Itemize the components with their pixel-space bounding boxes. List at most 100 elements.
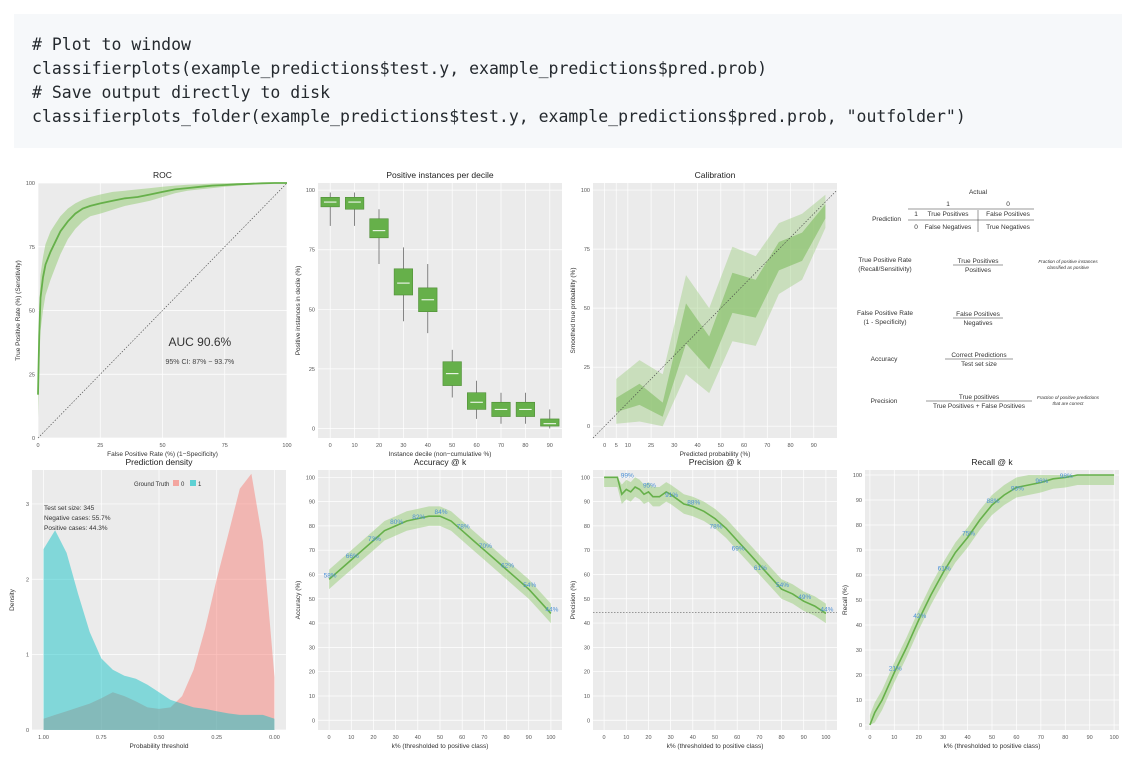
x-axis-label: k% (thresholded to positive class) — [944, 743, 1041, 750]
y-tick-label: 50 — [29, 309, 35, 315]
calibration-inner-band — [616, 204, 826, 417]
y-tick-label: 50 — [856, 598, 862, 604]
y-tick-label: 10 — [309, 694, 315, 700]
point-label: 80% — [390, 519, 403, 526]
y-tick-label: 90 — [309, 500, 315, 506]
point-label: 93% — [1011, 486, 1024, 493]
diagonal-reference-line — [37, 182, 288, 439]
chart-title: Precision @ k — [689, 457, 742, 467]
x-tick-label: 100 — [546, 735, 555, 741]
box — [540, 418, 560, 427]
chart-title: Calibration — [695, 170, 736, 180]
x-tick-label: 90 — [1087, 735, 1093, 741]
y-tick-label: 70 — [584, 548, 590, 554]
point-label: 75% — [962, 531, 975, 538]
y-tick-label: 60 — [584, 572, 590, 578]
y-tick-label: 25 — [29, 372, 35, 378]
y-tick-label: 10 — [584, 694, 590, 700]
plot-panel — [318, 183, 562, 438]
x-tick-label: 30 — [668, 735, 674, 741]
y-tick-label: 0 — [312, 718, 315, 724]
y-tick-label: 100 — [26, 181, 35, 187]
x-tick-label: 80 — [787, 443, 793, 449]
x-tick-label: 75 — [222, 443, 228, 449]
y-tick-label: 70 — [856, 548, 862, 554]
point-label: 73% — [368, 536, 381, 543]
x-axis-label: Probability threshold — [130, 743, 189, 750]
formula-note: Fraction of positive instances — [1038, 259, 1098, 264]
x-tick-label: 10 — [352, 443, 358, 449]
column-label: 0 — [1006, 201, 1010, 208]
x-tick-label: 0 — [603, 443, 606, 449]
x-tick-label: 30 — [671, 443, 677, 449]
y-tick-label: 80 — [584, 524, 590, 530]
table-cell: True Positives — [928, 211, 970, 218]
formula-denominator: Positives — [965, 267, 992, 274]
y-tick-label: 40 — [584, 621, 590, 627]
chart-title: Prediction density — [125, 457, 193, 467]
x-tick-label: 50 — [712, 735, 718, 741]
x-tick-label: 100 — [282, 443, 291, 449]
y-tick-label: 75 — [309, 248, 315, 254]
point-label: 96% — [1035, 478, 1048, 485]
confidence-band — [329, 506, 551, 624]
y-tick-label: 90 — [584, 500, 590, 506]
x-tick-label: 25 — [648, 443, 654, 449]
x-tick-label: 0 — [329, 443, 332, 449]
metric-name: False Positive Rate — [857, 310, 913, 317]
y-tick-label: 30 — [309, 645, 315, 651]
y-axis-label: Accuracy (%) — [295, 581, 302, 620]
box — [393, 268, 413, 296]
table-cell: False Negatives — [925, 224, 972, 231]
metric-line — [869, 474, 1115, 726]
point-label: 61% — [938, 566, 951, 573]
table-cell: True Negatives — [986, 224, 1031, 231]
y-tick-label: 60 — [856, 573, 862, 579]
point-label: 66% — [346, 553, 359, 560]
x-axis-label: k% (thresholded to positive class) — [392, 743, 489, 750]
x-tick-label: 20 — [645, 735, 651, 741]
x-tick-label: 90 — [811, 443, 817, 449]
y-tick-label: 0 — [859, 723, 862, 729]
point-label: 54% — [776, 582, 789, 589]
x-tick-label: 80 — [778, 735, 784, 741]
formula-numerator: False Positives — [956, 311, 1000, 318]
formula-note: classified as positive — [1047, 265, 1089, 270]
y-tick-label: 100 — [306, 188, 315, 194]
y-tick-label: 50 — [309, 597, 315, 603]
diagonal-reference-line — [592, 189, 838, 439]
x-tick-label: 90 — [547, 443, 553, 449]
point-label: 44% — [820, 606, 833, 613]
x-tick-label: 100 — [821, 735, 830, 741]
y-tick-label: 100 — [581, 475, 590, 481]
x-tick-label: 40 — [965, 735, 971, 741]
point-label: 58% — [324, 572, 337, 579]
point-label: 49% — [798, 594, 811, 601]
y-tick-label: 70 — [309, 548, 315, 554]
x-tick-label: 50 — [159, 443, 165, 449]
y-tick-label: 3 — [26, 502, 29, 508]
y-tick-label: 50 — [584, 306, 590, 312]
row-label: 0 — [914, 224, 918, 231]
y-tick-label: 30 — [584, 645, 590, 651]
metric-name: Accuracy — [871, 356, 898, 363]
x-tick-label: 100 — [1110, 735, 1119, 741]
formula-denominator: True Positives + False Positives — [933, 403, 1026, 410]
point-label: 84% — [434, 509, 447, 516]
y-tick-label: 75 — [584, 247, 590, 253]
formula-denominator: Test set size — [961, 361, 997, 368]
code-line: # Plot to window — [32, 35, 191, 54]
row-label: 1 — [914, 211, 918, 218]
metric-line — [328, 515, 552, 614]
y-tick-label: 60 — [309, 572, 315, 578]
x-tick-label: 90 — [526, 735, 532, 741]
metric-name: Precision — [871, 398, 898, 405]
x-tick-label: 60 — [474, 443, 480, 449]
x-tick-label: 30 — [393, 735, 399, 741]
x-tick-label: 0.00 — [269, 735, 280, 741]
x-tick-label: 10 — [623, 735, 629, 741]
metric-name: True Positive Rate — [858, 257, 912, 264]
x-tick-label: 70 — [481, 735, 487, 741]
confidence-band — [604, 477, 826, 624]
auc-ci-annotation: 95% CI: 87% − 93.7% — [166, 359, 235, 366]
